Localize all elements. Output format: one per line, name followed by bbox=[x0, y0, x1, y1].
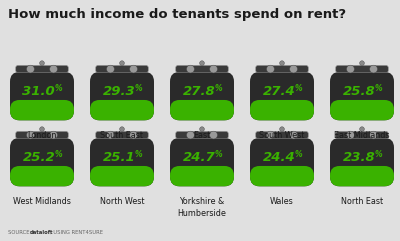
FancyBboxPatch shape bbox=[176, 66, 228, 73]
Text: 29.3: 29.3 bbox=[102, 85, 135, 98]
Circle shape bbox=[266, 65, 274, 73]
FancyBboxPatch shape bbox=[330, 100, 394, 120]
Text: %: % bbox=[54, 84, 62, 93]
Circle shape bbox=[210, 131, 218, 139]
Text: Yorkshire &
Humberside: Yorkshire & Humberside bbox=[178, 197, 226, 218]
FancyBboxPatch shape bbox=[170, 72, 234, 120]
Text: Wales: Wales bbox=[270, 197, 294, 207]
Text: 27.8: 27.8 bbox=[182, 85, 215, 98]
Text: SOURCE:: SOURCE: bbox=[8, 230, 33, 235]
Circle shape bbox=[40, 127, 44, 132]
FancyBboxPatch shape bbox=[10, 166, 74, 186]
FancyBboxPatch shape bbox=[256, 132, 308, 139]
FancyBboxPatch shape bbox=[250, 100, 314, 120]
Text: How much income do tenants spend on rent?: How much income do tenants spend on rent… bbox=[8, 8, 346, 21]
Text: West Midlands: West Midlands bbox=[13, 197, 71, 207]
FancyBboxPatch shape bbox=[250, 138, 314, 186]
Circle shape bbox=[50, 131, 58, 139]
Text: South East: South East bbox=[100, 131, 144, 141]
Circle shape bbox=[266, 131, 274, 139]
FancyBboxPatch shape bbox=[10, 100, 74, 120]
Circle shape bbox=[290, 65, 298, 73]
Circle shape bbox=[370, 65, 378, 73]
Text: %: % bbox=[294, 150, 302, 159]
Text: 24.4: 24.4 bbox=[262, 151, 295, 164]
Circle shape bbox=[130, 131, 138, 139]
FancyBboxPatch shape bbox=[96, 66, 148, 73]
Circle shape bbox=[280, 127, 284, 132]
Text: London: London bbox=[27, 131, 57, 141]
Text: dataloft: dataloft bbox=[30, 230, 54, 235]
Circle shape bbox=[346, 131, 354, 139]
Circle shape bbox=[360, 61, 364, 66]
FancyBboxPatch shape bbox=[16, 66, 68, 73]
FancyBboxPatch shape bbox=[90, 72, 154, 120]
Text: 27.4: 27.4 bbox=[262, 85, 295, 98]
Circle shape bbox=[210, 65, 218, 73]
Text: %: % bbox=[374, 84, 382, 93]
FancyBboxPatch shape bbox=[336, 66, 388, 73]
Text: North West: North West bbox=[100, 197, 144, 207]
Circle shape bbox=[120, 61, 124, 66]
Circle shape bbox=[120, 127, 124, 132]
Text: East Midlands: East Midlands bbox=[334, 131, 390, 141]
Circle shape bbox=[280, 61, 284, 66]
Text: %: % bbox=[214, 150, 222, 159]
FancyBboxPatch shape bbox=[330, 138, 394, 186]
Text: %: % bbox=[134, 150, 142, 159]
FancyBboxPatch shape bbox=[10, 72, 74, 120]
FancyBboxPatch shape bbox=[330, 166, 394, 186]
Circle shape bbox=[186, 65, 194, 73]
FancyBboxPatch shape bbox=[170, 138, 234, 186]
Text: %: % bbox=[374, 150, 382, 159]
FancyBboxPatch shape bbox=[90, 100, 154, 120]
Text: %: % bbox=[294, 84, 302, 93]
FancyBboxPatch shape bbox=[256, 66, 308, 73]
Circle shape bbox=[346, 65, 354, 73]
Circle shape bbox=[26, 65, 34, 73]
Circle shape bbox=[26, 131, 34, 139]
FancyBboxPatch shape bbox=[10, 138, 74, 186]
Circle shape bbox=[130, 65, 138, 73]
Text: 25.8: 25.8 bbox=[342, 85, 375, 98]
FancyBboxPatch shape bbox=[90, 138, 154, 186]
Circle shape bbox=[106, 131, 114, 139]
FancyBboxPatch shape bbox=[170, 100, 234, 120]
FancyBboxPatch shape bbox=[176, 132, 228, 139]
FancyBboxPatch shape bbox=[250, 72, 314, 120]
FancyBboxPatch shape bbox=[250, 166, 314, 186]
Circle shape bbox=[200, 61, 204, 66]
Text: 24.7: 24.7 bbox=[182, 151, 215, 164]
Circle shape bbox=[200, 127, 204, 132]
Circle shape bbox=[106, 65, 114, 73]
Text: %: % bbox=[134, 84, 142, 93]
FancyBboxPatch shape bbox=[330, 72, 394, 120]
Circle shape bbox=[290, 131, 298, 139]
Circle shape bbox=[50, 65, 58, 73]
Circle shape bbox=[40, 61, 44, 66]
FancyBboxPatch shape bbox=[96, 132, 148, 139]
Text: South West: South West bbox=[259, 131, 305, 141]
Text: 25.2: 25.2 bbox=[22, 151, 55, 164]
FancyBboxPatch shape bbox=[90, 166, 154, 186]
Text: 23.8: 23.8 bbox=[342, 151, 375, 164]
Text: 25.1: 25.1 bbox=[102, 151, 135, 164]
Text: %: % bbox=[214, 84, 222, 93]
Text: %: % bbox=[54, 150, 62, 159]
Text: East: East bbox=[193, 131, 211, 141]
Circle shape bbox=[370, 131, 378, 139]
FancyBboxPatch shape bbox=[16, 132, 68, 139]
Circle shape bbox=[360, 127, 364, 132]
Text: North East: North East bbox=[341, 197, 383, 207]
FancyBboxPatch shape bbox=[336, 132, 388, 139]
Text: 31.0: 31.0 bbox=[22, 85, 55, 98]
Circle shape bbox=[186, 131, 194, 139]
FancyBboxPatch shape bbox=[170, 166, 234, 186]
Text: , USING RENT4SURE: , USING RENT4SURE bbox=[50, 230, 103, 235]
